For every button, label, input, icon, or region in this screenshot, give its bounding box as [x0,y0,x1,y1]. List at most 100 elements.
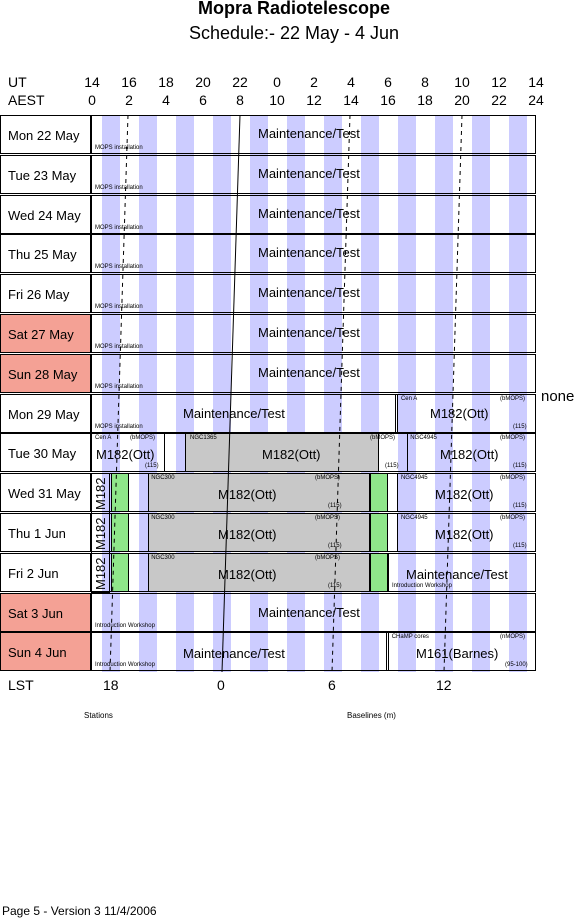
day-row: Fri 2 Jun NGC300 M182(Ott) (bMOPS) (115) Main… [0,552,536,592]
aest-tick: 12 [306,92,322,108]
ngc4945-label: NGC4945 [410,435,437,442]
nmops-label: (nMOPS) [500,634,526,641]
mops-install-note: MOPS installation [95,184,143,191]
aest-tick: 20 [454,92,470,108]
m161-text: M161(Barnes) [416,646,499,662]
aest-tick: 4 [162,92,170,108]
page-subtitle: Schedule:- 22 May - 4 Jun [188,23,400,43]
n115-label: (115) [513,543,527,549]
mops-install-note: MOPS installation [95,344,143,350]
maintenance-text: Maintenance/Test [183,646,285,662]
bmops-label: (bMOPS) [500,515,526,521]
ut-tick: 12 [491,74,507,90]
ngc1365-label: NGC1365 [190,435,217,442]
intro-workshop-note: Introduction Workshop [95,622,155,629]
ut-label: UT [8,74,27,90]
page-title: Mopra Radiotelescope [197,0,391,18]
mops-install-note: MOPS installation [95,224,143,231]
m182-text: M182(Ott) [96,447,155,463]
day-row: Sat 27 May Maintenance/Test MOPS installat… [0,314,536,353]
aest-tick: 16 [380,92,396,108]
bmops-label: (bMOPS) [130,435,156,442]
aest-tick: 0 [88,92,96,108]
lst-0-line [221,114,241,673]
aest-tick: 24 [528,92,544,108]
m161-block [388,632,536,672]
ut-tick: 8 [421,74,429,90]
ngc4945-label: NGC4945 [400,515,428,521]
ngc4945-block [406,433,536,473]
stations-label: Stations [84,711,113,720]
aest-label: AEST [8,92,45,108]
ngc300-label: NGC300 [151,475,175,482]
lst-lines [109,114,463,673]
ut-tick: 14 [528,74,544,90]
ut-tick: 20 [195,74,211,90]
day-row: Fri 26 May Maintenance/Test MOPS installat… [0,274,536,314]
lst-18-line [109,114,129,673]
n115-label: (115) [385,463,399,470]
row-frame [91,234,536,274]
green-slot [369,473,388,513]
day-row: Thu 25 May Maintenance/Test MOPS installat… [0,234,536,274]
day-label: Tue 23 May [0,154,91,194]
aest-tick: 14 [343,92,359,108]
day-label: Wed 24 May [0,194,91,234]
mops-install-note: MOPS installation [95,383,143,390]
day-row: Wed 31 May NGC300 M182(Ott) (bMOPS) (115) NGC… [0,473,536,513]
day-row: Sun 28 May Maintenance/Test MOPS installat… [0,353,536,393]
day-row: Sat 3 Jun Maintenance/Test Introduction Wo… [0,592,536,632]
m182-text: M182(Ott) [435,527,494,542]
hour-stripe [508,115,527,672]
ut-tick: 18 [158,74,174,90]
aest-tick: 2 [125,92,133,108]
m182-block [397,393,536,433]
champ-label: CHaMP cores [391,634,429,641]
maintenance-text: Maintenance/Test [258,325,360,340]
ngc1365-block [184,433,379,473]
day-row: Thu 1 Jun NGC300 M182(Ott) (bMOPS) (115) NGC4… [0,513,536,552]
ut-tick: 2 [310,74,318,90]
aest-tick: 22 [491,92,507,108]
m182-text: M182(Ott) [262,447,321,463]
ut-tick: 4 [347,74,355,90]
bmops-label: (bMOPS) [315,515,341,521]
hour-stripe [471,115,490,672]
ngc300-frame [147,513,370,552]
n95-100-label: (95-100) [505,662,528,669]
maint-block [91,632,387,672]
ngc300-label: NGC300 [151,554,175,561]
ut-tick: 6 [384,74,392,90]
day-row: Tue 23 May Maintenance/Test MOPS installat… [0,154,536,194]
maintenance-text: Maintenance/Test [258,165,360,181]
mops-install-note: MOPS installation [95,304,143,311]
maintenance-text: Maintenance/Test [258,604,360,620]
ut-tick: 22 [232,74,248,90]
bmops-label: (bMOPS) [500,475,526,482]
day-label: Fri 2 Jun [0,552,91,592]
n115-label: (115) [145,463,159,470]
day-label: Thu 1 Jun [0,513,91,552]
day-label: Sat 3 Jun [0,592,91,632]
n115-label: (115) [513,423,527,430]
ut-tick: 16 [121,74,137,90]
hour-stripe [397,115,416,672]
lst-6-line [331,114,351,673]
lst-label: LST [8,677,34,693]
day-label: Fri 26 May [0,274,91,314]
day-label: Wed 31 May [0,473,91,513]
day-label: Thu 25 May [0,234,91,274]
bmops-label: (bMOPS) [315,554,341,561]
baselines-label: Baselines (m) [347,711,396,720]
row-frame [91,115,536,154]
green-slot [110,513,129,552]
day-label: Sat 27 May [0,314,91,353]
day-row: Mon 29 May Maintenance/Test MOPS installat… [0,393,536,433]
ngc4945-block [397,473,536,513]
lst-tick-12: 12 [436,677,452,693]
m182-text: M182(Ott) [218,527,277,542]
day-row: Sun 4 Jun Maintenance/Test Introduction Wo… [0,632,536,672]
bmops-label: (bMOPS) [370,435,396,442]
day-label: Tue 30 May [0,433,91,473]
bmops-label: (bMOPS) [500,395,526,402]
